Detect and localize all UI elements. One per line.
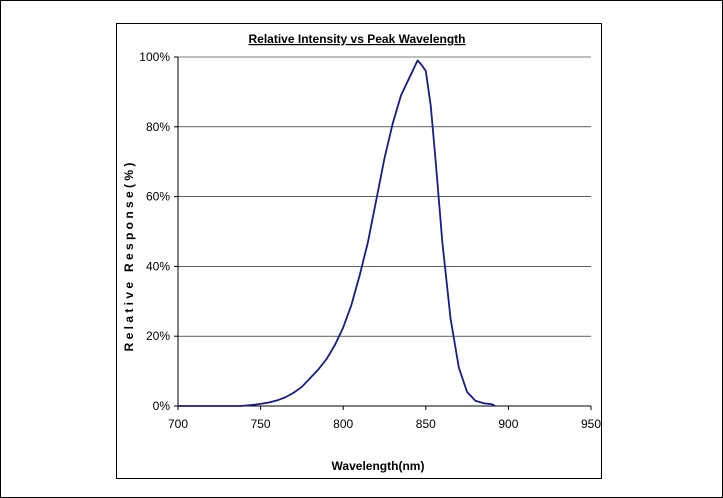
x-tick-label: 950 bbox=[581, 417, 601, 431]
tick-labels: 0% 20% 40% 60% 80% 100% 700 750 800 850 900 950 bbox=[139, 50, 601, 431]
chart-title: Relative Intensity vs Peak Wavelength bbox=[249, 32, 466, 46]
grid-layer bbox=[178, 56, 591, 337]
y-tick-label: 80% bbox=[146, 120, 170, 134]
y-tick-label: 60% bbox=[146, 190, 170, 204]
x-axis-title: Wavelength(nm) bbox=[332, 459, 425, 473]
x-tick-label: 750 bbox=[251, 417, 271, 431]
x-tick-label: 700 bbox=[168, 417, 188, 431]
x-tick-label: 900 bbox=[498, 417, 518, 431]
y-axis-title: R e l a t i v e R e s p o n s e ( % ) bbox=[122, 163, 136, 352]
chart-frame: Relative Intensity vs Peak Wavelength 0%… bbox=[116, 23, 602, 479]
chart: Relative Intensity vs Peak Wavelength 0%… bbox=[122, 32, 601, 473]
series-layer bbox=[178, 59, 496, 407]
y-tick-label: 20% bbox=[146, 329, 170, 343]
x-tick-label: 800 bbox=[333, 417, 353, 431]
x-tick-label: 850 bbox=[416, 417, 436, 431]
axis-layer bbox=[174, 56, 592, 410]
series-line-0 bbox=[178, 59, 496, 407]
y-tick-label: 40% bbox=[146, 259, 170, 273]
y-tick-label: 0% bbox=[153, 399, 171, 413]
y-tick-label: 100% bbox=[139, 50, 170, 64]
